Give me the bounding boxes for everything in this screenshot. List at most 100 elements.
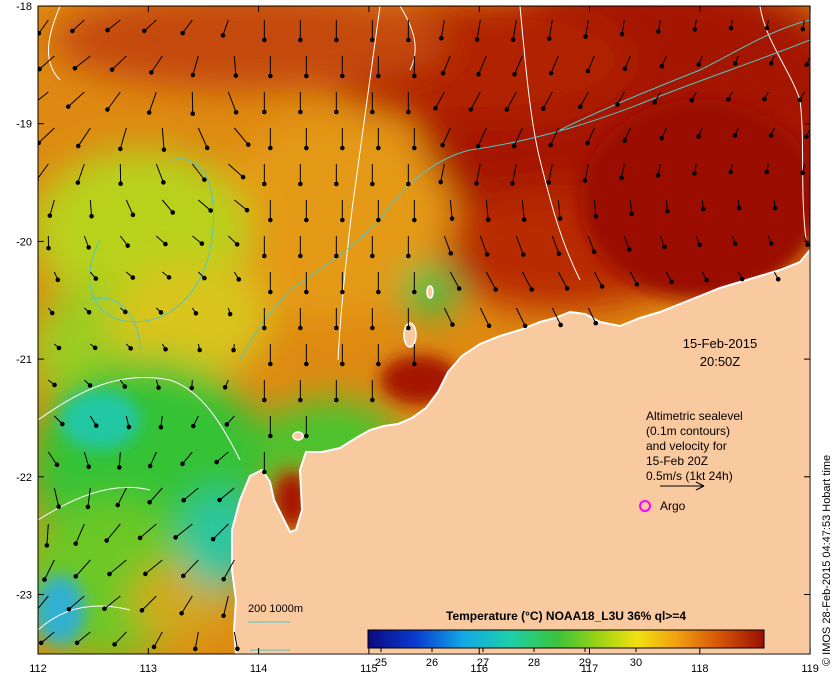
depth-contours	[89, 19, 810, 651]
velocity-arrow-head	[655, 173, 661, 178]
velocity-arrow	[38, 127, 55, 144]
time-label: 20:50Z	[700, 354, 741, 369]
velocity-arrow-head	[105, 107, 110, 112]
colorbar-tick-label: 27	[477, 657, 489, 669]
velocity-arrow-head	[438, 179, 443, 185]
velocity-arrow-head	[334, 253, 339, 259]
velocity-arrow	[443, 307, 453, 325]
velocity-arrow-head	[622, 66, 628, 72]
velocity-arrow-head	[72, 65, 78, 71]
velocity-arrow	[216, 451, 229, 463]
velocity-arrow	[175, 523, 193, 538]
velocity-arrow-head	[304, 361, 309, 367]
velocity-arrow	[476, 19, 481, 40]
velocity-arrow	[67, 91, 85, 107]
velocity-arrow-head	[42, 577, 47, 582]
velocity-arrow	[107, 19, 121, 31]
velocity-arrow-head	[298, 37, 303, 43]
velocity-arrow	[89, 199, 93, 217]
velocity-arrow	[141, 595, 157, 611]
velocity-arrow	[621, 19, 625, 35]
velocity-arrow-head	[615, 102, 620, 107]
velocity-arrow-head	[190, 423, 196, 429]
velocity-arrow-head	[44, 543, 50, 548]
velocity-arrow-head	[180, 573, 186, 579]
velocity-arrow	[514, 55, 523, 75]
velocity-arrow-head	[158, 310, 164, 315]
velocity-arrow-head	[582, 178, 588, 183]
velocity-arrow-head	[557, 216, 563, 221]
velocity-arrow-head	[181, 497, 186, 503]
lon-tick-label: 112	[29, 663, 47, 675]
velocity-arrow-head	[656, 29, 661, 34]
colorbar-tick-label: 30	[630, 657, 642, 669]
velocity-arrow	[511, 163, 517, 184]
velocity-arrow-head	[87, 383, 93, 388]
velocity-arrow	[513, 127, 523, 147]
velocity-arrow-head	[214, 459, 219, 465]
velocity-arrow-head	[665, 208, 670, 214]
legend-line-2: (0.1m contours)	[646, 424, 730, 438]
velocity-arrow-head	[629, 211, 634, 217]
velocity-arrow	[161, 127, 165, 150]
velocity-arrow-head	[564, 286, 570, 291]
velocity-arrow-head	[298, 109, 303, 115]
velocity-arrow-head	[376, 145, 381, 151]
velocity-arrow-head	[105, 27, 110, 33]
velocity-arrow-head	[512, 71, 517, 77]
velocity-arrow-head	[234, 242, 240, 247]
velocity-arrow-head	[166, 275, 172, 280]
island	[426, 285, 434, 299]
colorbar-tick-label: 28	[528, 657, 540, 669]
velocity-arrow-head	[235, 646, 240, 652]
velocity-arrow	[479, 307, 490, 326]
velocity-arrow	[550, 127, 559, 146]
velocity-arrow-head	[334, 109, 339, 115]
lat-tick-label: -22	[16, 472, 32, 484]
velocity-arrow-head	[627, 247, 632, 252]
velocity-arrow-head	[126, 424, 132, 430]
velocity-arrow-head	[262, 109, 267, 115]
velocity-arrow-head	[510, 37, 516, 42]
velocity-arrow	[557, 199, 561, 219]
velocity-arrow-head	[370, 325, 375, 331]
velocity-arrow	[440, 163, 445, 183]
velocity-arrow-head	[486, 323, 492, 329]
velocity-arrow	[83, 451, 90, 467]
velocity-arrow-head	[450, 322, 455, 327]
velocity-arrow	[194, 631, 199, 649]
velocity-arrow	[442, 127, 451, 146]
velocity-arrow	[506, 91, 517, 110]
velocity-arrow	[223, 559, 235, 580]
velocity-arrow-head	[224, 422, 230, 427]
velocity-arrow-head	[109, 67, 115, 72]
velocity-arrow	[118, 451, 121, 468]
velocity-arrow	[145, 559, 163, 575]
velocity-arrow	[623, 235, 630, 250]
velocity-arrow	[143, 19, 157, 32]
velocity-arrow-head	[156, 385, 161, 390]
velocity-arrow	[223, 595, 229, 616]
lon-tick-label: 116	[470, 663, 488, 675]
velocity-arrow-head	[370, 37, 375, 43]
velocity-arrow-head	[304, 145, 309, 151]
velocity-arrow-head	[689, 98, 695, 103]
velocity-arrow-head	[599, 284, 605, 289]
velocity-arrow	[182, 19, 193, 34]
velocity-arrow-head	[805, 242, 810, 247]
velocity-arrow-head	[262, 253, 267, 259]
velocity-arrow-head	[298, 397, 303, 403]
velocity-arrow	[40, 631, 55, 644]
velocity-arrow	[593, 271, 603, 287]
velocity-arrow-head	[73, 574, 79, 579]
velocity-arrow	[587, 127, 595, 144]
velocity-arrow-head	[190, 72, 196, 78]
velocity-arrow-head	[558, 322, 563, 328]
velocity-arrow-head	[197, 347, 203, 353]
velocity-arrow-head	[34, 610, 38, 614]
velocity-arrow-head	[522, 323, 528, 329]
velocity-arrow-head	[593, 320, 599, 326]
velocity-arrow	[192, 55, 199, 76]
velocity-arrow-head	[221, 576, 226, 582]
velocity-arrow	[809, 272, 810, 273]
